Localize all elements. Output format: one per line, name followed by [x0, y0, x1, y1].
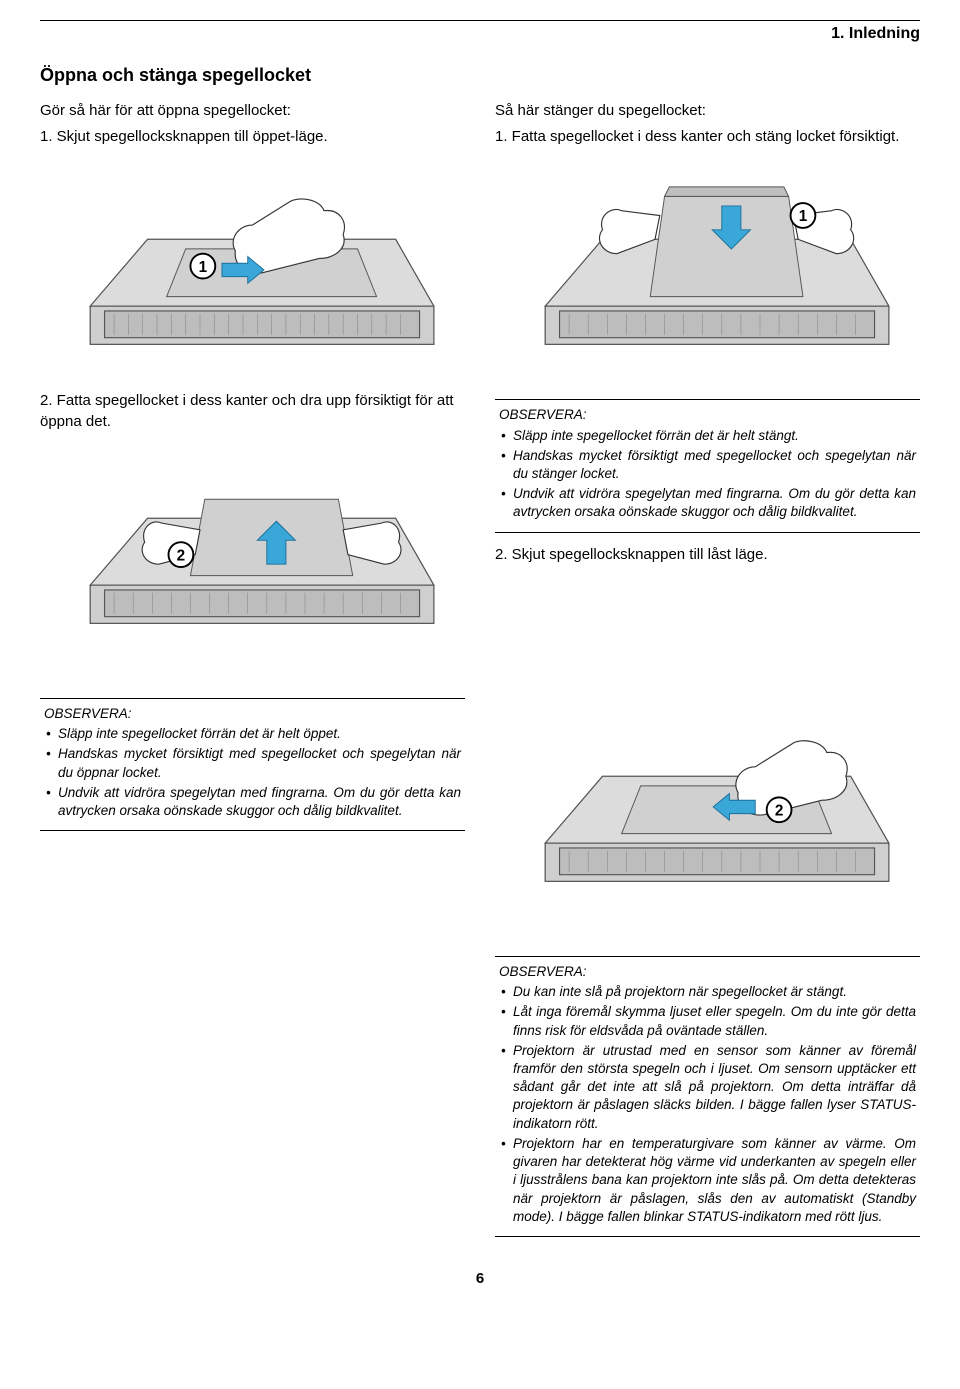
left-note: OBSERVERA: Släpp inte spegellocket förrä… — [40, 698, 465, 831]
note-item: Släpp inte spegellocket förrän det är he… — [44, 725, 461, 743]
note-item: Undvik att vidröra spegelytan med fingra… — [44, 784, 461, 820]
left-step-1: 1. Skjut spegellocksknappen till öppet-l… — [40, 127, 465, 147]
right-step-1: 1. Fatta spegellocket i dess kanter och … — [495, 127, 920, 147]
page-number: 6 — [40, 1269, 920, 1289]
right-note-2: OBSERVERA: Du kan inte slå på projektorn… — [495, 956, 920, 1237]
left-step-2: 2. Fatta spegellocket i dess kanter och … — [40, 391, 465, 432]
callout-2b: 2 — [775, 802, 783, 819]
right-intro: Så här stänger du spegellocket: — [495, 101, 920, 121]
note-item: Släpp inte spegellocket förrän det är he… — [499, 427, 916, 445]
callout-1b: 1 — [799, 209, 808, 226]
right-note-1: OBSERVERA: Släpp inte spegellocket förrä… — [495, 399, 920, 532]
note-item: Projektorn är utrustad med en sensor som… — [499, 1042, 916, 1133]
illustration-open-1: 1 — [40, 163, 465, 373]
note-title: OBSERVERA: — [44, 705, 461, 723]
illustration-close-2: 2 — [495, 700, 920, 910]
chapter-header: 1. Inledning — [40, 23, 920, 45]
note-title: OBSERVERA: — [499, 963, 916, 981]
note-item: Handskas mycket försiktigt med spegelloc… — [44, 745, 461, 781]
illustration-close-1: 1 — [495, 163, 920, 373]
callout-1: 1 — [199, 259, 208, 276]
right-step-2: 2. Skjut spegellocksknappen till låst lä… — [495, 545, 920, 565]
note-item: Projektorn har en temperaturgivare som k… — [499, 1135, 916, 1226]
note-item: Handskas mycket försiktigt med spegelloc… — [499, 447, 916, 483]
note-item: Du kan inte slå på projektorn när spegel… — [499, 983, 916, 1001]
note-item: Låt inga föremål skymma ljuset eller spe… — [499, 1003, 916, 1039]
callout-2: 2 — [177, 547, 186, 564]
illustration-open-2: 2 — [40, 442, 465, 652]
section-title: Öppna och stänga spegellocket — [40, 63, 920, 87]
left-intro: Gör så här för att öppna spegellocket: — [40, 101, 465, 121]
note-title: OBSERVERA: — [499, 406, 916, 424]
note-item: Undvik att vidröra spegelytan med fingra… — [499, 485, 916, 521]
